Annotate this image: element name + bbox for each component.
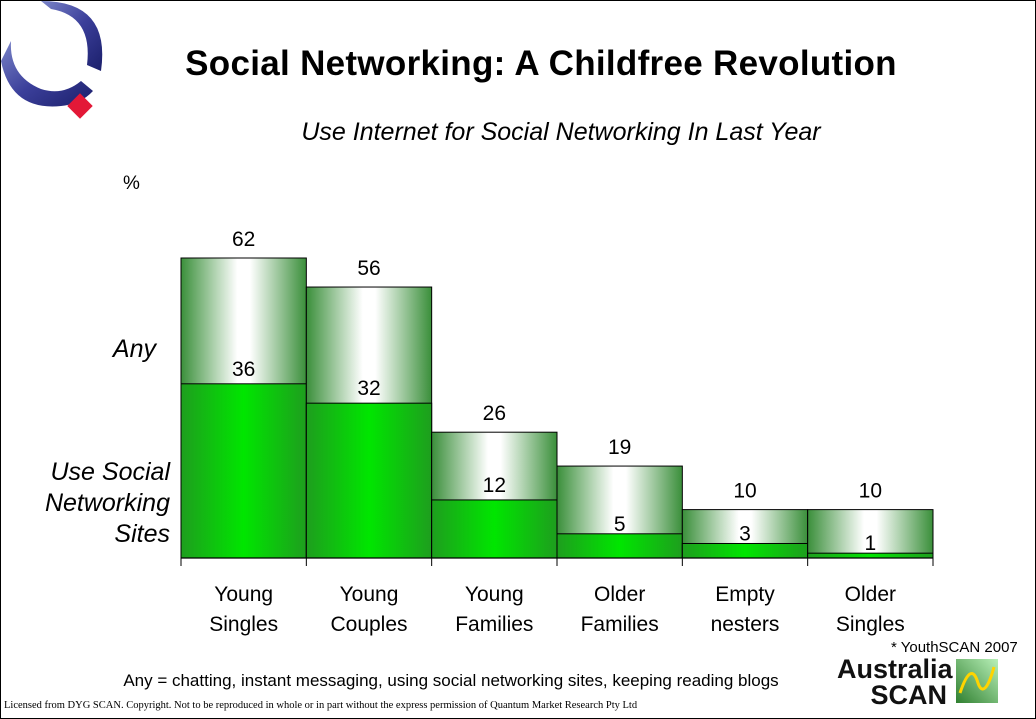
data-label-sites-2: 12	[483, 474, 506, 497]
scan-wave-icon	[956, 659, 998, 703]
bar-sites-4	[681, 542, 809, 559]
label-any: Any	[112, 335, 156, 363]
data-label-sites-3: 5	[614, 513, 626, 536]
data-label-sites-0: 36	[232, 358, 255, 381]
license-text: Licensed from DYG SCAN. Copyright. Not t…	[4, 700, 638, 711]
bar-sites-1	[305, 402, 433, 559]
data-label-any-5: 10	[859, 480, 882, 503]
x-tick-label-4-0: Empty	[715, 583, 775, 606]
australia-scan-logo: Australia SCAN	[837, 654, 953, 710]
bar-any-5	[807, 509, 934, 559]
y-axis-unit-label: %	[123, 173, 140, 194]
bar-sites-0	[180, 383, 307, 559]
logo-line-2: SCAN	[870, 680, 947, 710]
source-footnote: * YouthSCAN 2007	[891, 639, 1018, 656]
slide-title: Social Networking: A Childfree Revolutio…	[185, 44, 897, 83]
x-tick-label-4-1: nesters	[711, 613, 780, 636]
x-tick-label-1-1: Couples	[330, 613, 407, 636]
chart-subtitle: Use Internet for Social Networking In La…	[301, 118, 821, 146]
logo-line-1: Australia	[837, 654, 953, 684]
data-label-any-1: 56	[357, 257, 380, 280]
x-tick-label-0-1: Singles	[209, 613, 278, 636]
chart: % 62 36 Young Singles 56 32 Young Couples 26 12 Yo…	[123, 173, 934, 636]
data-label-sites-4: 3	[739, 522, 751, 545]
x-tick-label-3-0: Older	[594, 583, 645, 606]
data-label-any-3: 19	[608, 436, 631, 459]
x-tick-label-2-1: Families	[455, 613, 533, 636]
x-tick-label-5-0: Older	[845, 583, 896, 606]
definition-note: Any = chatting, instant messaging, using…	[123, 671, 779, 690]
x-tick-label-1-0: Young	[340, 583, 399, 606]
data-label-any-2: 26	[483, 402, 506, 425]
bar-sites-2	[431, 499, 558, 559]
data-label-any-4: 10	[733, 480, 756, 503]
x-tick-label-2-0: Young	[465, 583, 524, 606]
x-tick-label-5-1: Singles	[836, 613, 905, 636]
quantum-logo-icon	[1, 1, 103, 119]
x-tick-label-0-0: Young	[214, 583, 273, 606]
data-label-any-0: 62	[232, 228, 255, 251]
x-tick-label-3-1: Families	[581, 613, 659, 636]
bar-sites-3	[556, 533, 683, 559]
data-label-sites-1: 32	[357, 377, 380, 400]
data-label-sites-5: 1	[864, 532, 876, 555]
label-use-social-networking-sites: Use Social Networking Sites	[44, 458, 170, 548]
